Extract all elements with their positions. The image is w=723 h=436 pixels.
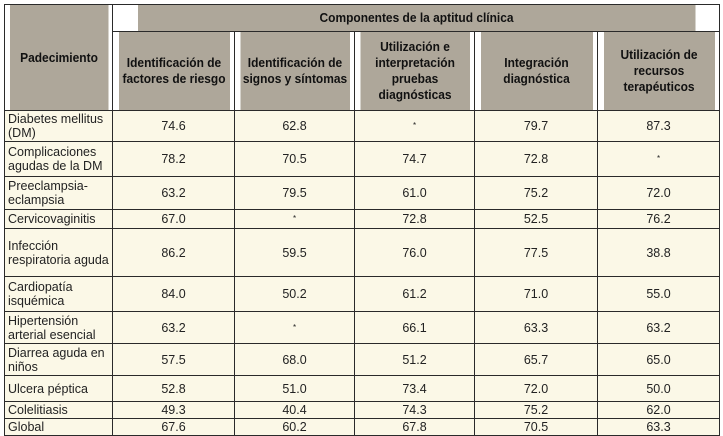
cell-value: 49.3 — [112, 401, 235, 419]
cell-value: 52.5 — [474, 209, 598, 229]
cell-value: 60.2 — [234, 418, 355, 436]
cell-value: 74.7 — [354, 141, 475, 177]
cell-value: 67.0 — [112, 209, 235, 229]
row-name: Complicaciones agudas de la DM — [4, 141, 113, 177]
cell-value: 74.6 — [112, 110, 235, 142]
cell-value: 40.4 — [234, 401, 355, 419]
cell-value: 51.2 — [354, 343, 475, 376]
cell-value: 63.3 — [474, 311, 598, 344]
table-row: Colelitiasis 49.3 40.4 74.3 75.2 62.0 — [4, 401, 721, 419]
row-name: Preeclampsia-eclampsia — [4, 176, 113, 210]
cell-value: 75.2 — [474, 401, 598, 419]
cell-value: 67.6 — [112, 418, 235, 436]
cell-value: 79.7 — [474, 110, 598, 142]
cell-value: 38.8 — [596, 228, 721, 277]
column-header: Utilización e interpretación pruebas dia… — [358, 31, 471, 111]
table-row: Cervicovaginitis 67.0 * 72.8 52.5 76.2 — [4, 209, 721, 229]
column-header: Utilización de recursos terapéuticos — [601, 31, 716, 111]
cell-value: 84.0 — [112, 276, 235, 312]
header-group: Componentes de la aptitud clínica — [136, 4, 696, 32]
cell-value: 62.0 — [596, 401, 721, 419]
table-row: Cardiopatía isquémica 84.0 50.2 61.2 71.0 55.… — [4, 276, 721, 312]
cell-value: 87.3 — [596, 110, 721, 142]
cell-value: 75.2 — [474, 176, 598, 210]
row-name: Colelitiasis — [4, 401, 113, 419]
cell-value: 61.2 — [354, 276, 475, 312]
cell-value: 52.8 — [112, 375, 235, 402]
cell-value: 50.2 — [234, 276, 355, 312]
cell-value: 65.0 — [596, 343, 721, 376]
row-name: Ulcera péptica — [4, 375, 113, 402]
cell-value: 63.3 — [596, 418, 721, 436]
cell-value: 70.5 — [234, 141, 355, 177]
cell-value: 86.2 — [112, 228, 235, 277]
row-name: Cervicovaginitis — [4, 209, 113, 229]
cell-value: 73.4 — [354, 375, 475, 402]
cell-value: 72.8 — [354, 209, 475, 229]
cell-value: 63.2 — [112, 176, 235, 210]
cell-value: 61.0 — [354, 176, 475, 210]
table-row: Global 67.6 60.2 67.8 70.5 63.3 — [4, 418, 721, 436]
column-header: Identificación de signos y síntomas — [238, 31, 351, 111]
cell-value: 72.8 — [474, 141, 598, 177]
cell-value: 50.0 — [596, 375, 721, 402]
cell-value: 77.5 — [474, 228, 598, 277]
cell-value: 70.5 — [474, 418, 598, 436]
table-row: Ulcera péptica 52.8 51.0 73.4 72.0 50.0 — [4, 375, 721, 402]
row-name: Hipertensión arterial esencial — [4, 311, 113, 344]
cell-value: 76.2 — [596, 209, 721, 229]
row-name: Infección respiratoria aguda — [4, 228, 113, 277]
cell-value: 72.0 — [596, 176, 721, 210]
table-row: Preeclampsia-eclampsia 63.2 79.5 61.0 75.2 72… — [4, 176, 721, 210]
cell-value: 71.0 — [474, 276, 598, 312]
cell-value: * — [234, 311, 355, 344]
cell-value: 63.2 — [112, 311, 235, 344]
cell-value: 66.1 — [354, 311, 475, 344]
cell-value: 74.3 — [354, 401, 475, 419]
cell-value: 63.2 — [596, 311, 721, 344]
column-header: Integración diagnóstica — [478, 31, 594, 111]
row-name: Cardiopatía isquémica — [4, 276, 113, 312]
cell-value: * — [354, 110, 475, 142]
table-row: Infección respiratoria aguda 86.2 59.5 76.0… — [4, 228, 721, 277]
cell-value: 79.5 — [234, 176, 355, 210]
cell-value: 57.5 — [112, 343, 235, 376]
cell-value: 76.0 — [354, 228, 475, 277]
column-header: Identificación de factores de riesgo — [116, 31, 231, 111]
table-row: Diarrea aguda en niños 57.5 68.0 51.2 65.7 65… — [4, 343, 721, 376]
header-padecimiento: Padecimiento — [8, 4, 109, 111]
cell-value: 68.0 — [234, 343, 355, 376]
cell-value: 59.5 — [234, 228, 355, 277]
cell-value: 72.0 — [474, 375, 598, 402]
cell-value: * — [596, 141, 721, 177]
row-name: Diabetes mellitus (DM) — [4, 110, 113, 142]
cell-value: 62.8 — [234, 110, 355, 142]
cell-value: 55.0 — [596, 276, 721, 312]
cell-value: 51.0 — [234, 375, 355, 402]
cell-value: 65.7 — [474, 343, 598, 376]
row-name: Global — [4, 418, 113, 436]
table-row: Complicaciones agudas de la DM 78.2 70.5 74… — [4, 141, 721, 177]
cell-value: * — [234, 209, 355, 229]
cell-value: 78.2 — [112, 141, 235, 177]
table-row: Diabetes mellitus (DM) 74.6 62.8 * 79.7 87.3 — [4, 110, 721, 142]
table-row: Hipertensión arterial esencial 63.2 * 66.1 6… — [4, 311, 721, 344]
row-name: Diarrea aguda en niños — [4, 343, 113, 376]
aptitud-clinica-table: Padecimiento Componentes de la aptitud c… — [4, 4, 721, 436]
